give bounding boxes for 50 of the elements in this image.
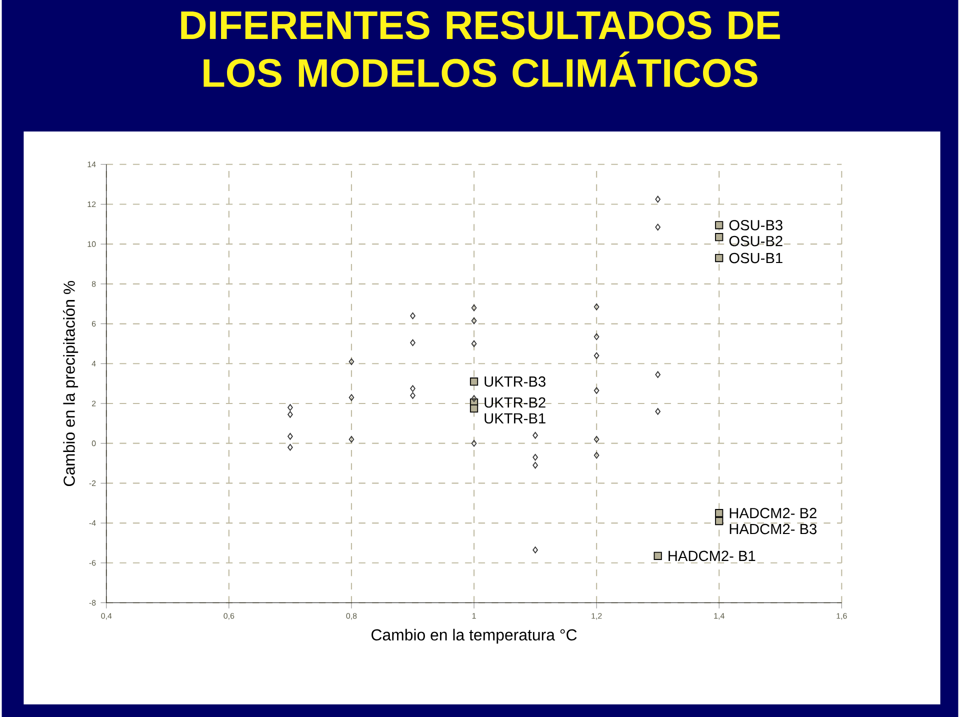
point (410, 385, 416, 392)
point (288, 444, 293, 451)
annotation: UKTR-B2 (484, 397, 546, 408)
point (348, 394, 354, 401)
point (594, 436, 600, 443)
point (532, 546, 538, 554)
point (471, 304, 477, 312)
point (288, 404, 293, 411)
point (594, 333, 600, 340)
y-axis-title: Cambio en la precipitación % (63, 280, 78, 486)
chart-title: DIFERENTES RESULTADOS DE LOS MODELOS CLIMÁTICOS (181, 10, 780, 88)
annotation: OSU-B3 (729, 220, 782, 230)
point (288, 432, 293, 440)
point (470, 377, 478, 386)
annotation: UKTR-B3 (484, 376, 546, 387)
point (655, 196, 660, 202)
annotation: HADCM2- B2 (730, 508, 816, 518)
x-axis-title: Cambio en la temperatura °C (372, 628, 577, 644)
annotation: OSU-B1 (729, 252, 782, 264)
point (594, 303, 600, 310)
point (715, 516, 724, 525)
point (288, 410, 293, 418)
point (410, 339, 416, 346)
point (715, 254, 724, 262)
point (594, 352, 600, 359)
annotation: HADCM2- B1 (668, 550, 756, 561)
point (655, 371, 660, 378)
point (348, 358, 354, 365)
point (715, 508, 724, 517)
point (348, 436, 354, 443)
point (471, 317, 477, 324)
annotation: HADCM2- B3 (730, 524, 817, 534)
point (715, 232, 724, 242)
point (655, 224, 660, 230)
annotation: OSU-B2 (729, 236, 782, 246)
point (715, 220, 724, 230)
annotation: UKTR-B1 (484, 413, 546, 424)
point (410, 392, 416, 399)
point (471, 340, 477, 347)
point (470, 404, 478, 412)
point (532, 462, 538, 468)
point (655, 408, 660, 415)
point (654, 552, 662, 560)
point (532, 432, 538, 439)
point (410, 312, 416, 320)
point (594, 386, 600, 394)
point (532, 454, 538, 461)
point (471, 394, 477, 402)
point (471, 440, 477, 447)
point (594, 452, 600, 459)
